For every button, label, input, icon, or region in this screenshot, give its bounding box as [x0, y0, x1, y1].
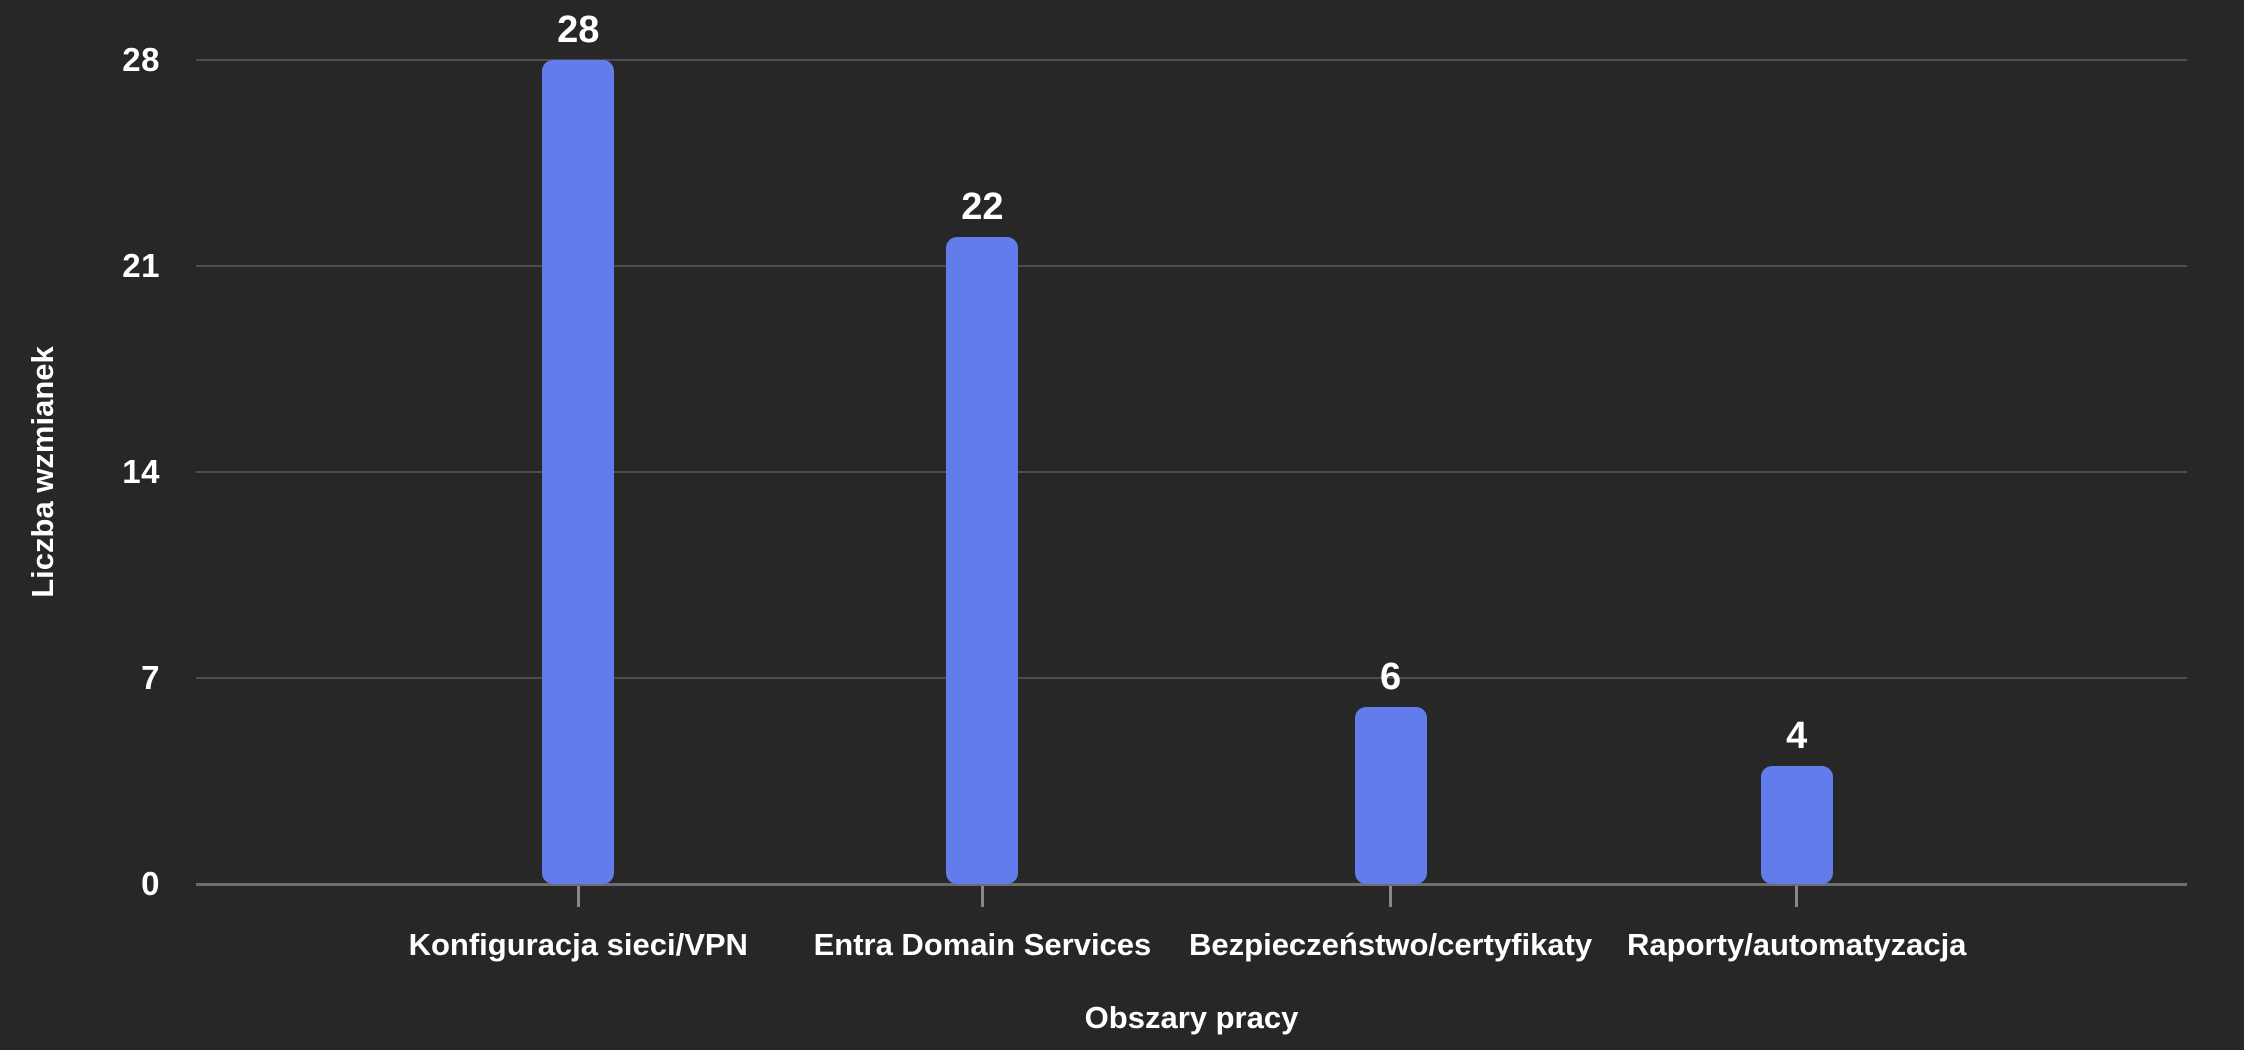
y-gridline: [196, 677, 2187, 679]
bar-value-label: 28: [557, 9, 600, 51]
bar: [1354, 707, 1427, 884]
bar: [542, 60, 615, 884]
bar: [1760, 766, 1833, 884]
x-tick-mark: [576, 886, 580, 907]
x-tick-mark: [980, 886, 984, 907]
x-category-label: Konfiguracja sieci/VPN: [408, 927, 748, 962]
x-category-label: Raporty/automatyzacja: [1627, 927, 1967, 962]
y-gridline: [196, 59, 2187, 61]
bar-value-label: 6: [1380, 656, 1402, 699]
y-tick-label: 21: [122, 247, 160, 284]
y-tick-label: 7: [141, 659, 160, 696]
x-axis-title: Obszary pracy: [1084, 1000, 1299, 1035]
y-gridline: [196, 471, 2187, 473]
y-tick-label: 0: [141, 865, 160, 902]
y-gridline: [196, 265, 2187, 267]
bar-value-label: 22: [961, 185, 1004, 228]
x-tick-mark: [1389, 886, 1393, 907]
y-tick-label: 14: [122, 453, 160, 490]
x-category-label: Entra Domain Services: [813, 927, 1152, 962]
bar: [946, 236, 1019, 884]
y-tick-label: 28: [122, 41, 160, 78]
x-category-label: Bezpieczeństwo/certyfikaty: [1189, 927, 1593, 962]
bar-value-label: 4: [1786, 715, 1808, 758]
x-axis-line: [196, 883, 2187, 886]
x-tick-mark: [1795, 886, 1799, 907]
